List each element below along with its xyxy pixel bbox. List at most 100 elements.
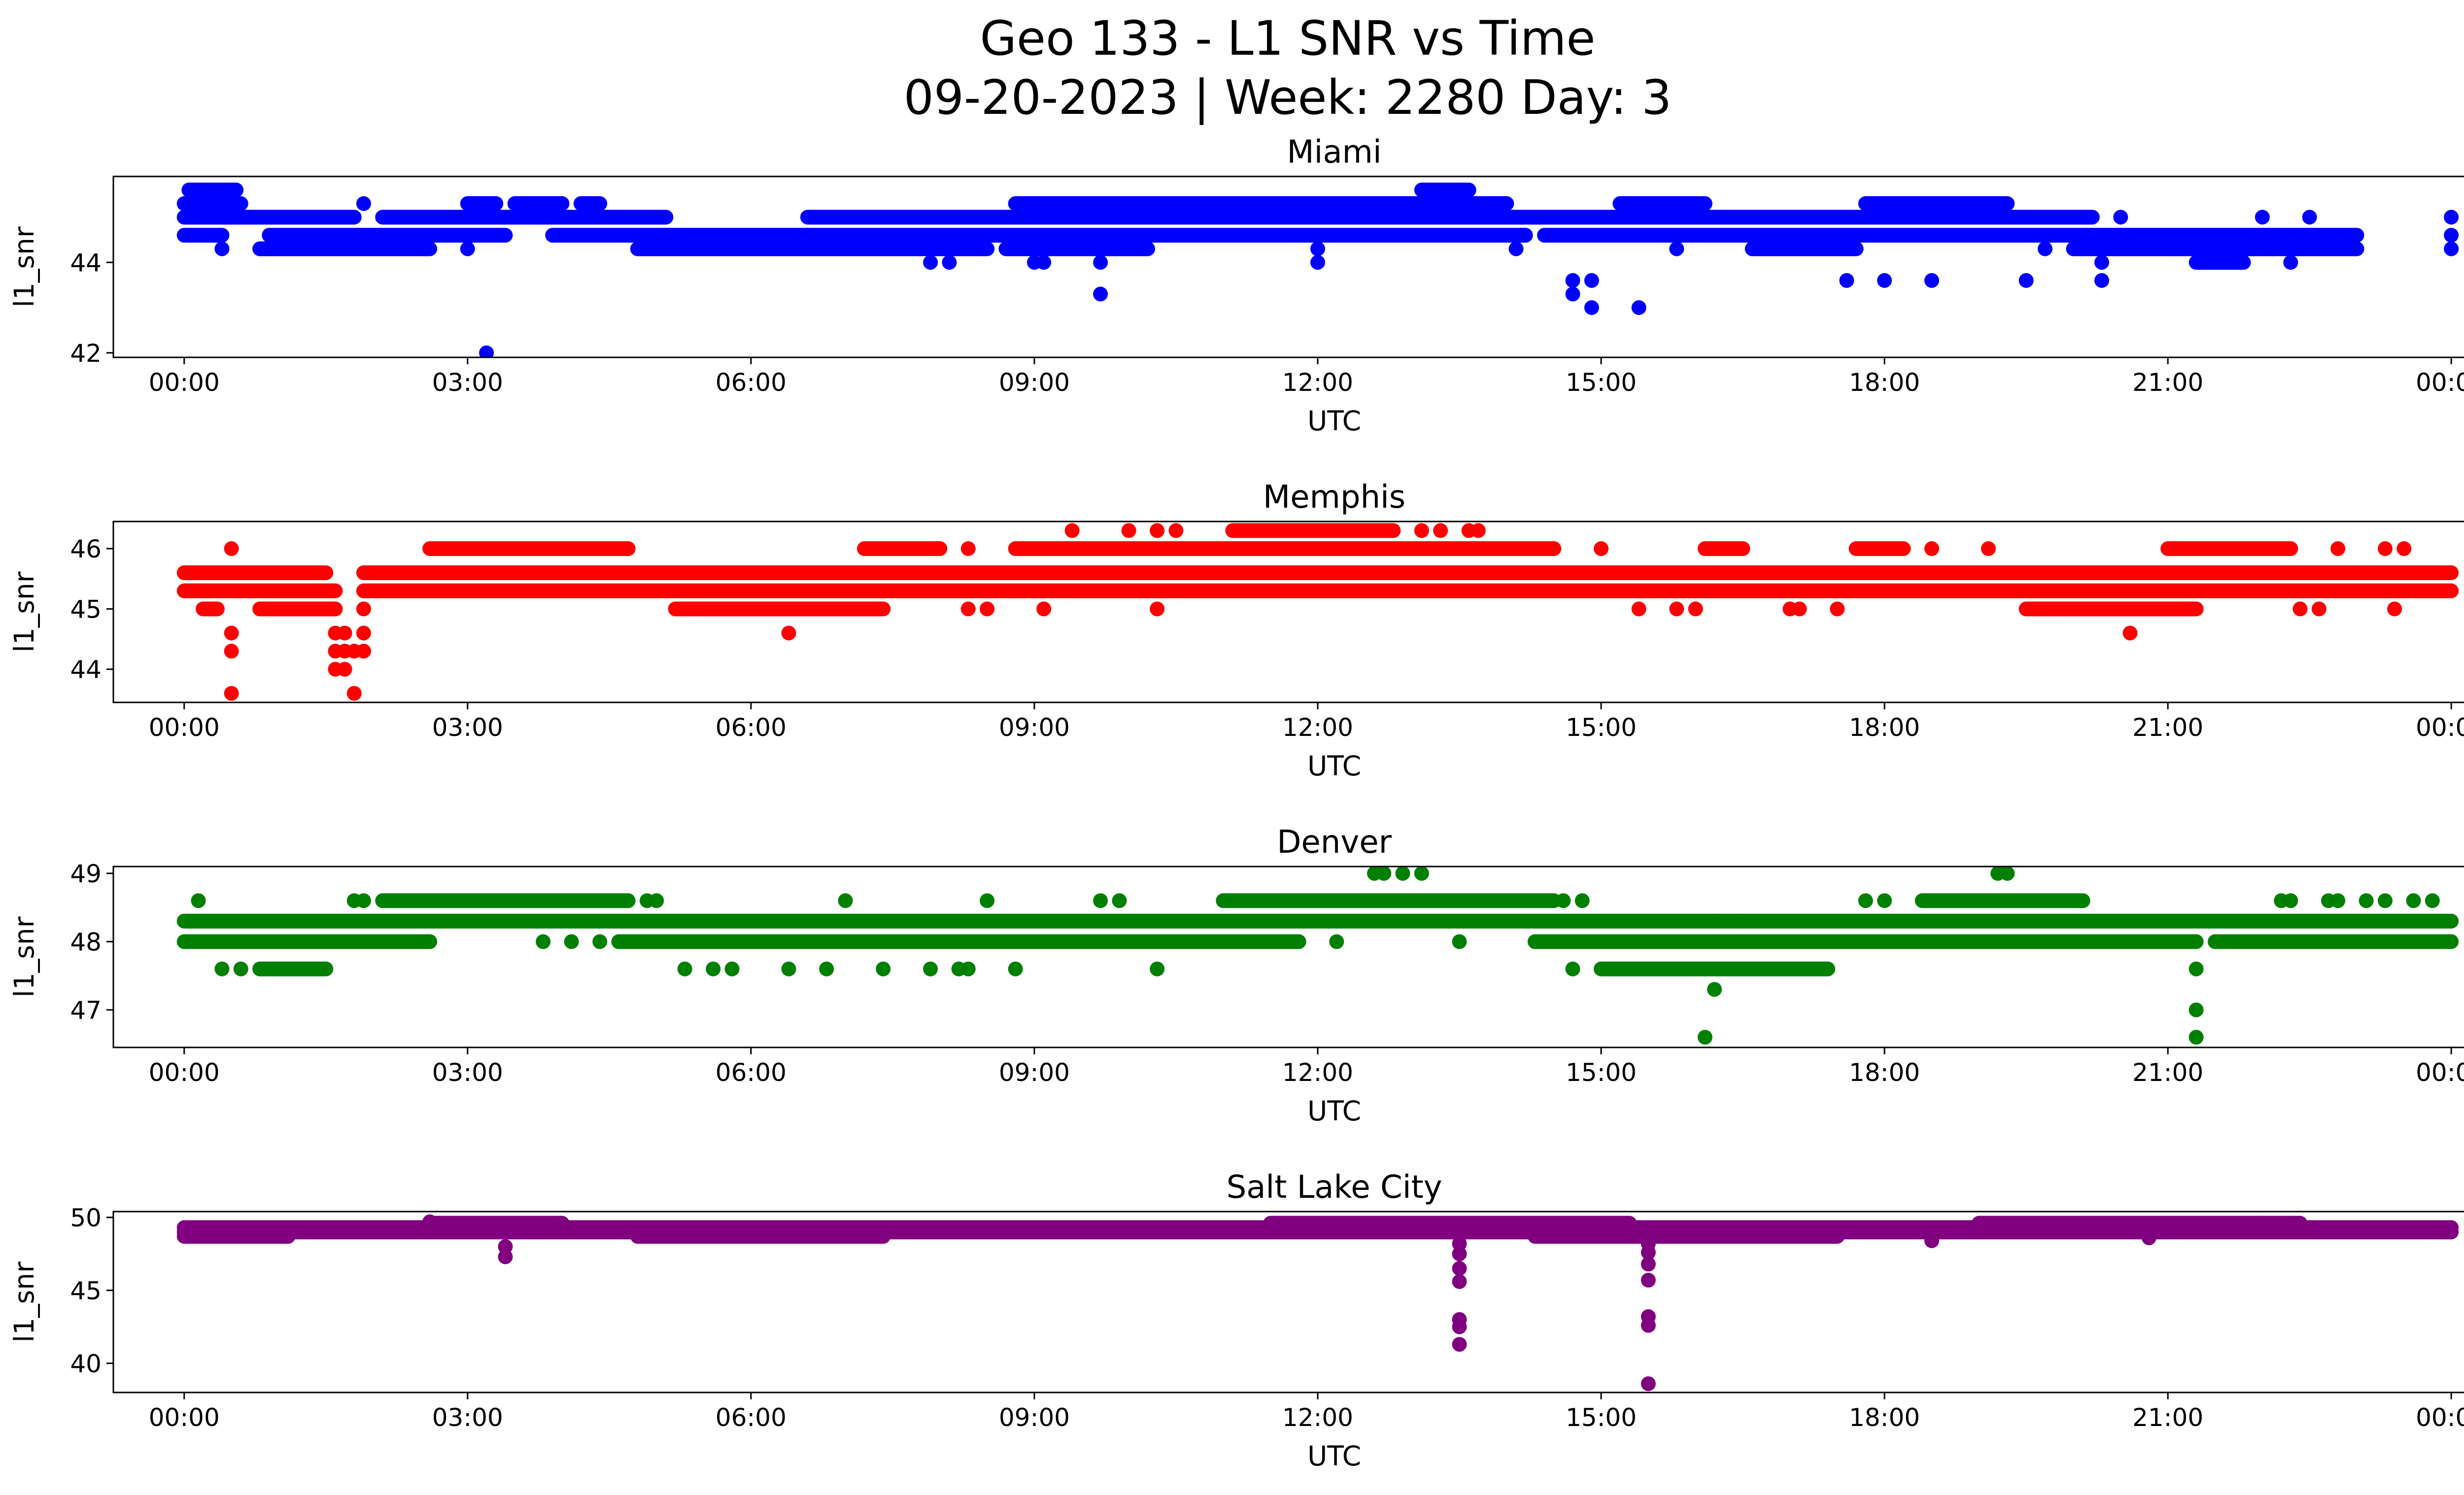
scatter-point-25 (2094, 255, 2109, 270)
y-tick-label: 46 (70, 535, 102, 563)
scatter-point-16 (1584, 300, 1599, 315)
chart-panel-0: 00:00 03:00 06:00 09:00 12:00 15:00 18:00 21:00… (8, 134, 2464, 437)
scatter-point-48 (2387, 601, 2402, 617)
scatter-point-7 (1452, 1319, 1467, 1334)
scatter-point-8 (1093, 255, 1108, 270)
y-axis-label: l1_snr (8, 1261, 40, 1342)
scatter-point-9 (337, 661, 352, 677)
scatter-point-37 (1792, 601, 1807, 617)
scatter-point-27 (2255, 209, 2270, 225)
x-tick-label: 06:00 (716, 368, 787, 397)
x-tick-label: 06:00 (716, 713, 787, 742)
x-axis-label: UTC (1307, 1095, 1361, 1127)
y-tick-label: 42 (70, 339, 102, 368)
scatter-point-8 (1452, 1337, 1467, 1352)
scatter-point-2 (233, 961, 248, 976)
scatter-point-18 (2255, 1216, 2270, 1231)
x-tick-label: 15:00 (1566, 1403, 1637, 1432)
scatter-point-15 (1584, 273, 1599, 288)
scatter-point-40 (1981, 541, 1996, 556)
x-tick-label: 12:00 (1282, 368, 1353, 397)
scatter-point-17 (960, 541, 976, 556)
scatter-point-7 (592, 934, 608, 949)
scatter-point-18 (1064, 523, 1080, 538)
y-tick-label: 48 (70, 928, 102, 956)
scatter-point-9 (1093, 286, 1108, 302)
panel-title: Miami (1287, 134, 1381, 171)
x-axis-label: UTC (1307, 750, 1361, 782)
x-tick-label: 21:00 (2132, 1403, 2203, 1432)
scatter-point-5 (1452, 1274, 1467, 1289)
scatter-series (176, 182, 2459, 357)
y-tick-label: 47 (70, 996, 102, 1025)
x-tick-label: 09:00 (999, 1403, 1070, 1432)
scatter-point-32 (1565, 961, 1580, 976)
scatter-point-27 (1367, 583, 1382, 598)
x-tick-label: 03:00 (432, 368, 503, 397)
scatter-point-33 (2444, 241, 2459, 256)
scatter-point-38 (1830, 601, 1845, 617)
scatter-point-2 (460, 241, 475, 256)
scatter-point-28 (2302, 209, 2317, 225)
scatter-point-1 (498, 1249, 513, 1264)
scatter-point-16 (1924, 1233, 1939, 1249)
y-tick-label: 50 (70, 1204, 102, 1232)
scatter-point-47 (2396, 541, 2412, 556)
scatter-point-20 (1150, 523, 1165, 538)
scatter-point-26 (2113, 209, 2128, 225)
scatter-point-31 (960, 601, 976, 617)
figure-title: Geo 133 - L1 SNR vs Time 09-20-2023 | We… (0, 9, 2464, 127)
scatter-point-46 (2377, 541, 2393, 556)
scatter-point-37 (1735, 913, 1750, 929)
scatter-point-17 (1631, 300, 1646, 315)
scatter-series (176, 867, 2459, 1045)
scatter-point-29 (1414, 867, 1429, 881)
panel-title: Memphis (1263, 479, 1405, 516)
figure-title-line-2: 09-20-2023 | Week: 2280 Day: 3 (903, 70, 1672, 125)
scatter-point-31 (1556, 893, 1571, 908)
scatter-point-0 (498, 1239, 513, 1254)
scatter-point-33 (1574, 893, 1590, 908)
y-tick-label: 45 (70, 1277, 102, 1305)
scatter-point-33 (1631, 601, 1646, 617)
panel-title: Salt Lake City (1227, 1169, 1442, 1206)
chart-panel-3: 00:00 03:00 06:00 09:00 12:00 15:00 18:00 21:00… (8, 1169, 2464, 1472)
scatter-point-34 (1669, 601, 1684, 617)
scatter-point-24 (2094, 273, 2109, 288)
scatter-point-0 (214, 241, 230, 256)
scatter-point-25 (1471, 523, 1486, 538)
x-tick-label: 00:00 (149, 1058, 220, 1087)
scatter-point-30 (1452, 934, 1467, 949)
chart-panel-1: 00:00 03:00 06:00 09:00 12:00 15:00 18:00 21:00… (8, 479, 2464, 782)
x-tick-label: 00:00 (149, 368, 220, 397)
scatter-point-42 (2179, 601, 2194, 617)
scatter-point-5 (536, 934, 551, 949)
x-tick-label: 21:00 (2132, 368, 2203, 397)
scatter-point-39 (1924, 541, 1939, 556)
scatter-point-15 (838, 893, 853, 908)
scatter-point-25 (1329, 934, 1344, 949)
scatter-point-23 (1112, 893, 1127, 908)
axes-frame (112, 866, 2464, 1048)
scatter-point-3 (356, 196, 371, 211)
x-tick-label: 03:00 (432, 1058, 503, 1087)
scatter-point-15 (1641, 1376, 1656, 1391)
scatter-point-26 (1594, 541, 1609, 556)
scatter-point-19 (1121, 523, 1136, 538)
x-axis-label: UTC (1307, 405, 1361, 437)
chart-panel-2: 00:00 03:00 06:00 09:00 12:00 15:00 18:00 21:00… (8, 824, 2464, 1127)
scatter-point-35 (1707, 982, 1722, 997)
scatter-point-31 (2444, 209, 2459, 225)
x-tick-label: 09:00 (999, 368, 1070, 397)
scatter-point-43 (2293, 601, 2308, 617)
scatter-point-4 (356, 893, 371, 908)
scatter-point-19 (960, 961, 976, 976)
scatter-point-41 (2122, 626, 2138, 641)
scatter-point-34 (1697, 1030, 1712, 1045)
scatter-point-20 (1877, 273, 1892, 288)
axes-frame (112, 521, 2464, 703)
scatter-point-0 (224, 541, 239, 556)
x-tick-label: 09:00 (999, 1058, 1070, 1087)
scatter-point-29 (1150, 601, 1165, 617)
x-tick-label: 15:00 (1566, 368, 1637, 397)
